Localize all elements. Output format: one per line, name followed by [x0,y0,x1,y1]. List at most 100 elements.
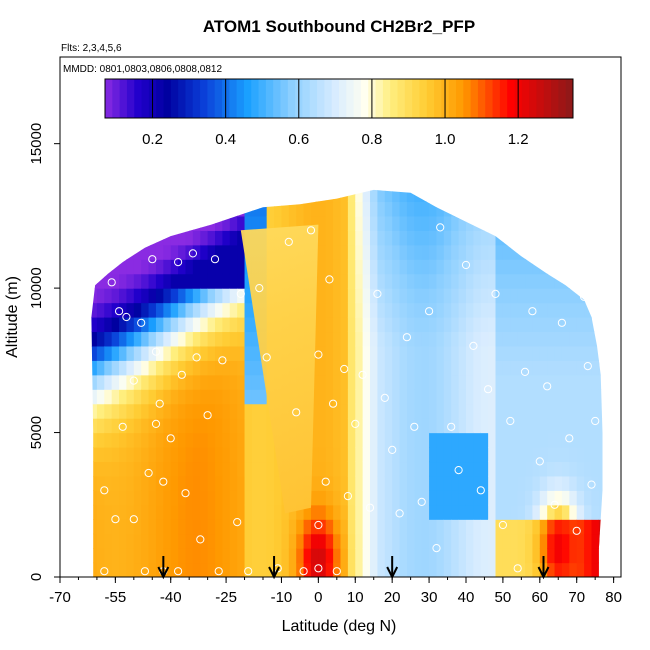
heatmap-cell [532,519,541,535]
heatmap-cell [267,173,275,188]
heatmap-cell [480,288,489,304]
sample-point [218,356,227,365]
heatmap-cell [141,562,150,577]
heatmap-cell [222,244,231,260]
heatmap-cell [525,533,534,549]
heatmap-cell [539,461,548,477]
heatmap-cell [502,273,511,289]
heatmap-cell [539,548,548,564]
heatmap-cell [370,173,378,188]
heatmap-cell [384,475,393,491]
heatmap-cell [539,360,548,376]
sample-point [144,468,153,478]
heatmap-cell [598,288,603,304]
sample-point [129,376,138,385]
heatmap-cell [91,374,98,390]
heatmap-cell [421,418,430,434]
heatmap-cell [569,302,578,318]
heatmap-cell [414,504,423,520]
heatmap-cell [591,447,600,463]
heatmap-cell [362,230,371,246]
heatmap-cell [126,548,135,564]
heatmap-cell [200,302,209,318]
heatmap-cell [155,490,164,506]
heatmap-cell [222,189,231,203]
heatmap-cell [576,317,585,333]
heatmap-cell [207,288,216,304]
heatmap-cell [465,374,474,390]
heatmap-cell [518,173,526,188]
sample-point [557,318,567,327]
heatmap-cell [178,302,187,318]
heatmap-cell [414,461,423,477]
heatmap-cell [229,533,238,549]
heatmap-cell [554,418,563,434]
heatmap-cell [525,475,534,491]
heatmap-cell [259,418,268,434]
heatmap-cell [392,475,401,491]
heatmap-cell [170,403,179,419]
heatmap-cell [215,447,223,463]
heatmap-cell [443,447,452,463]
heatmap-cell [451,533,460,549]
heatmap-cell [598,374,603,390]
heatmap-cell [517,288,526,304]
heatmap-cell [362,403,371,419]
heatmap-cell [259,201,268,217]
heatmap-cell [141,201,150,217]
heatmap-cell [119,432,128,448]
heatmap-cell [414,548,423,564]
heatmap-cell [406,475,415,491]
heatmap-cell [185,302,194,318]
heatmap-cell [163,447,172,463]
heatmap-cell [310,389,319,405]
heatmap-cell [443,360,452,376]
heatmap-cell [451,259,460,275]
heatmap-cell [200,173,208,188]
heatmap-cell [229,360,238,376]
heatmap-cell [584,447,593,463]
heatmap-cell [163,302,172,318]
heatmap-cell [170,302,179,318]
heatmap-cell [443,490,452,506]
sample-point [425,307,434,316]
heatmap-cell [517,244,526,260]
heatmap-cell [148,461,157,477]
heatmap-cell [465,504,474,520]
heatmap-cell [229,259,238,275]
heatmap-cell [517,403,526,419]
x-tick-label: 10 [347,589,364,606]
heatmap-cell [244,562,253,577]
heatmap-cell [576,273,585,289]
heatmap-cell [185,389,194,405]
heatmap-cell [547,548,556,564]
heatmap-cell [510,432,519,448]
heatmap-cell [215,389,223,405]
heatmap-cell [170,447,179,463]
heatmap-cell [399,302,408,318]
heatmap-cell [436,562,445,577]
heatmap-cell [473,331,482,347]
heatmap-cell [554,389,563,405]
heatmap-cell [377,317,386,333]
heatmap-cell [451,519,460,535]
heatmap-cell [355,403,364,419]
heatmap-cell [355,173,363,188]
heatmap-cell [539,418,548,434]
heatmap-cell [185,288,194,304]
colorbar-tick-label: 1.2 [508,131,529,148]
heatmap-cell [185,548,194,564]
heatmap-cell [547,230,556,246]
heatmap-cell [141,259,150,275]
heatmap-cell [525,230,534,246]
heatmap-cell [473,562,482,577]
heatmap-cell [119,519,128,535]
heatmap-cell [392,418,401,434]
heatmap-cell [429,273,438,289]
heatmap-cell [421,288,430,304]
heatmap-cell [318,548,327,564]
heatmap-cell [525,519,534,535]
heatmap-cell [141,345,150,361]
heatmap-cell [569,215,578,231]
heatmap-cell [392,345,401,361]
